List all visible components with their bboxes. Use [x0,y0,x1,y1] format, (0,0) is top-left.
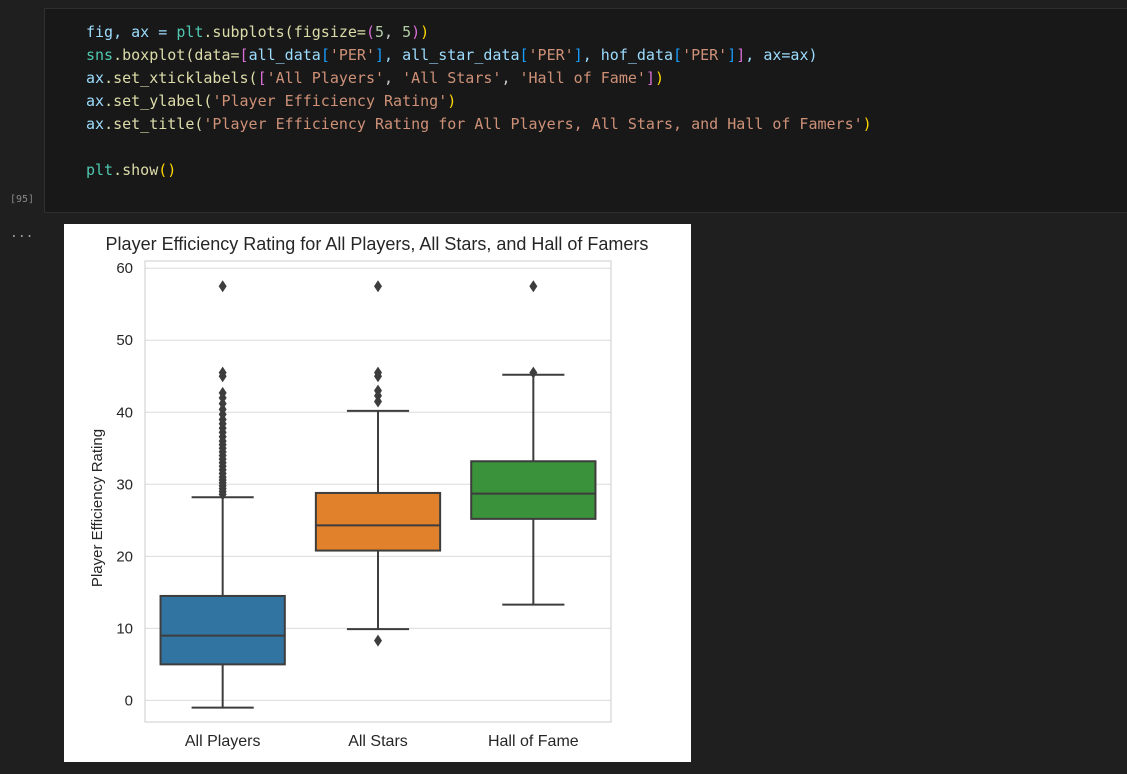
outlier-point [374,366,382,379]
code-token: 'PER' [329,46,375,64]
code-line [86,136,872,159]
y-tick-label: 60 [116,260,133,277]
code-token: .subplots(figsize= [203,23,366,41]
code-line: ax.set_ylabel('Player Efficiency Rating'… [86,90,872,113]
y-tick-label: 50 [116,332,133,349]
iqr-box [159,594,286,666]
code-line: plt.show() [86,159,872,182]
code-token: plt [176,23,204,41]
code-token: ) [862,115,872,133]
code-token: 'Player Efficiency Rating' [212,92,448,110]
output-more-icon[interactable]: ... [10,226,34,241]
outlier-point [218,366,227,379]
code-token: ax [86,69,105,87]
code-token: 5 [375,23,385,41]
plot-output: Player Efficiency Rating for All Players… [64,224,691,762]
code-token: ) [654,69,664,87]
code-token: , [384,69,403,87]
y-tick-label: 10 [116,620,133,637]
outlier-point [529,366,538,379]
code-token: sns [86,46,114,64]
code-line: sns.boxplot(data=[all_data['PER'], all_s… [86,44,872,67]
code-token: [ [239,46,249,64]
code-token: 'PER' [682,46,728,64]
code-line: ax.set_title('Player Efficiency Rating f… [86,113,872,136]
code-token: ] [736,46,746,64]
box-group [314,280,442,647]
code-token: , all_star_data [384,46,520,64]
code-token: 'Player Efficiency Rating for All Player… [203,115,863,133]
code-token: , ax=ax) [745,46,818,64]
plot-border [144,260,612,723]
y-axis-label: Player Efficiency Rating [89,429,106,587]
code-token: ax [86,115,105,133]
outlier-point [529,280,538,293]
outlier-point [374,384,382,397]
code-token: ] [727,46,737,64]
outlier-point [218,280,227,293]
code-token: , [501,69,520,87]
code-line: fig, ax = plt.subplots(figsize=(5, 5)) [86,21,872,44]
execution-count: [95] [10,194,35,205]
code-token: [ [320,46,330,64]
code-token: () [158,161,177,179]
code-cell[interactable]: fig, ax = plt.subplots(figsize=(5, 5)) sn… [44,8,1127,213]
code-token: .show [113,161,159,179]
outlier-point [374,634,382,647]
code-token: all_data [248,46,321,64]
code-line: ax.set_xticklabels(['All Players', 'All … [86,67,872,90]
code-token: , [384,23,403,41]
code-token: fig, ax = [86,23,177,41]
code-token: .boxplot(data= [113,46,240,64]
iqr-box [470,460,597,520]
box-group [470,280,597,606]
outlier-point [218,386,227,399]
code-token: , hof_data [582,46,674,64]
code-token: ] [573,46,583,64]
y-tick-label: 20 [116,548,133,565]
code-token: [ [257,69,267,87]
code-token: 'All Players' [266,69,385,87]
x-tick-label: All Players [185,733,261,750]
code-token: [ [519,46,529,64]
box-plot-chart: Player Efficiency Rating for All Players… [89,234,649,750]
code-editor[interactable]: fig, ax = plt.subplots(figsize=(5, 5)) sn… [86,21,872,182]
code-token: 5 [402,23,412,41]
code-token: ) [447,92,457,110]
chart-title: Player Efficiency Rating for All Players… [106,234,649,254]
code-token: 'PER' [528,46,574,64]
code-token: ) [411,23,421,41]
y-tick-labels: 0 10 20 30 40 50 60 [116,260,133,709]
boxes [159,280,597,709]
y-tick-label: 0 [125,692,133,709]
code-token: 'All Stars' [402,69,502,87]
x-tick-label: Hall of Fame [488,733,579,750]
code-token: [ [673,46,683,64]
iqr-box [314,491,442,552]
code-token: ( [365,23,375,41]
x-tick-labels: All Players All Stars Hall of Fame [185,733,579,750]
y-tick-label: 30 [116,476,133,493]
code-token: ] [375,46,385,64]
code-token: .set_xticklabels( [104,69,258,87]
code-token: ax [86,92,105,110]
x-tick-label: All Stars [348,733,408,750]
code-token: ) [420,23,430,41]
code-token: 'Hall of Fame' [519,69,646,87]
code-token: .set_title( [104,115,204,133]
y-tick-label: 40 [116,404,133,421]
code-token: ] [645,69,655,87]
box-group [159,280,286,709]
plot-frame [144,260,612,723]
code-token: plt [86,161,114,179]
code-token: .set_ylabel( [104,92,213,110]
outlier-point [374,280,382,293]
